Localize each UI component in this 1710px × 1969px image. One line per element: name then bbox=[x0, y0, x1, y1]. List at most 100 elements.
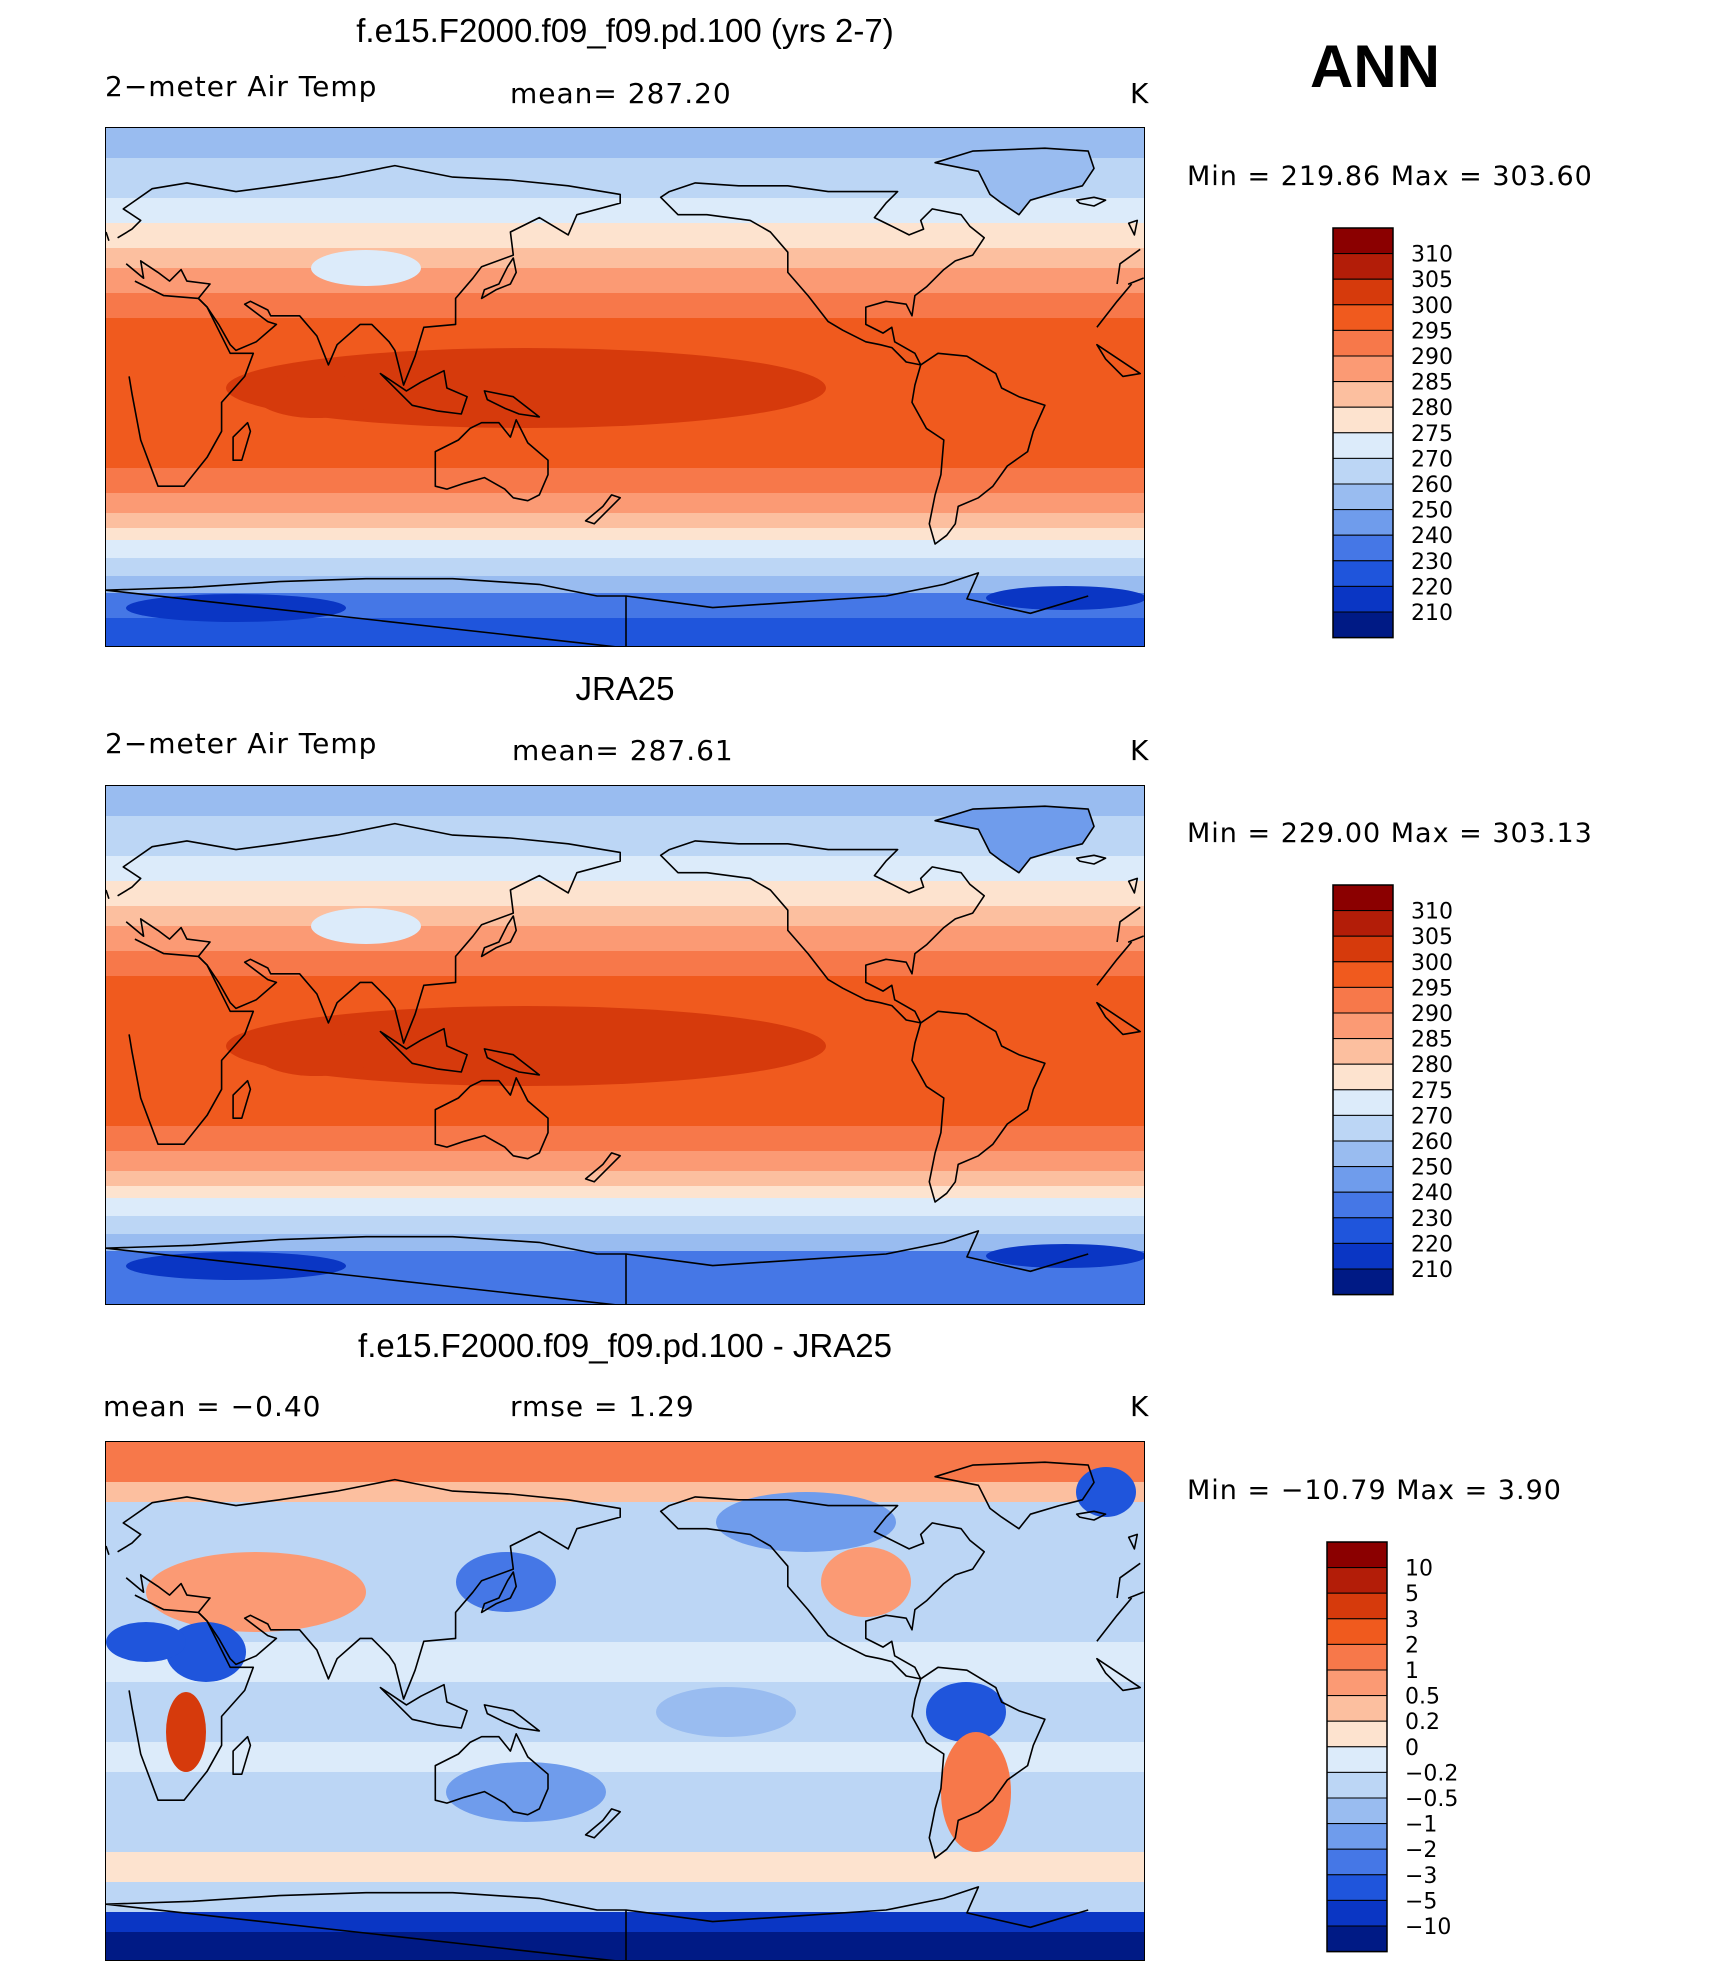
coastline-antarctica bbox=[106, 1230, 1089, 1304]
diff-patch bbox=[926, 1682, 1006, 1742]
colorbar-tick-label: 275 bbox=[1411, 1079, 1453, 1104]
temperature-band bbox=[106, 558, 1144, 576]
colorbar-tick-label: 260 bbox=[1411, 473, 1453, 498]
colorbar-swatch bbox=[1326, 1618, 1388, 1645]
coastline-newguinea bbox=[483, 390, 541, 418]
coastline-greenland bbox=[934, 147, 1095, 216]
coastline-northamerica bbox=[659, 182, 985, 366]
colorbar-swatch bbox=[1332, 1038, 1394, 1065]
colorbar-tick-label: −5 bbox=[1405, 1889, 1437, 1914]
colorbar-swatch bbox=[1332, 1242, 1394, 1270]
colorbar-swatch bbox=[1332, 1012, 1394, 1040]
colorbar-tick-label: 250 bbox=[1411, 1156, 1453, 1181]
coastline-eurasia bbox=[117, 822, 1144, 1044]
panel-2-map bbox=[105, 785, 1145, 1305]
colorbar-swatch bbox=[1332, 1268, 1394, 1296]
temperature-band bbox=[106, 540, 1144, 558]
colorbar-swatch bbox=[1332, 355, 1394, 383]
colorbar-swatch bbox=[1326, 1874, 1388, 1901]
panel-3-rmse-label: rmse = 1.29 bbox=[510, 1390, 695, 1423]
antarctic-field bbox=[986, 586, 1144, 610]
coastline-madagascar bbox=[232, 1735, 252, 1775]
temperature-band bbox=[106, 1151, 1144, 1171]
warm-pool bbox=[226, 1006, 826, 1086]
colorbar-swatch bbox=[1332, 278, 1394, 306]
temperature-band bbox=[106, 906, 1144, 926]
colorbar-tick-label: 310 bbox=[1411, 243, 1453, 268]
coastline-antarctica bbox=[106, 1886, 1089, 1960]
panel-2-title: JRA25 bbox=[575, 670, 675, 707]
colorbar-swatch bbox=[1332, 227, 1394, 255]
colorbar-tick-label: 0 bbox=[1405, 1736, 1419, 1761]
colorbar-swatch bbox=[1332, 585, 1394, 613]
colorbar-swatch bbox=[1332, 884, 1394, 912]
colorbar-tick-label: 240 bbox=[1411, 524, 1453, 549]
colorbar-swatch bbox=[1332, 1166, 1394, 1193]
colorbar-frame bbox=[1326, 1541, 1388, 1953]
panel-2-minmax: Min = 229.00 Max = 303.13 bbox=[1187, 818, 1593, 849]
colorbar-tick-label: 260 bbox=[1411, 1130, 1453, 1155]
colorbar-swatch bbox=[1326, 1925, 1388, 1953]
colorbar-tick-label: 230 bbox=[1411, 550, 1453, 575]
colorbar-tick-label: 290 bbox=[1411, 345, 1453, 370]
diff-patch bbox=[456, 1552, 556, 1612]
colorbar-tick-label: 305 bbox=[1411, 268, 1453, 293]
colorbar-swatch bbox=[1326, 1771, 1388, 1799]
coastline-japan bbox=[480, 915, 517, 958]
panel-3-colorbar: 10 5 3 2 1 0.5 0.2 0 −0.2 −0.5 −1 −2 −3 −5 −10 bbox=[1326, 1541, 1477, 1954]
colorbar-tick-label: 305 bbox=[1411, 925, 1453, 950]
colorbar-tick-label: −3 bbox=[1405, 1864, 1437, 1889]
coastline-greenland bbox=[934, 805, 1095, 874]
diff-band bbox=[106, 1852, 1144, 1882]
colorbar-tick-label: 310 bbox=[1411, 900, 1453, 925]
colorbar-tick-label: −2 bbox=[1405, 1838, 1437, 1863]
panel-1-map-svg bbox=[106, 128, 1144, 646]
colorbar-tick-label: 275 bbox=[1411, 422, 1453, 447]
temperature-band bbox=[106, 1198, 1144, 1216]
panel-1-title: f.e15.F2000.f09_f09.pd.100 (yrs 2-7) bbox=[356, 12, 894, 49]
temperature-band bbox=[106, 951, 1144, 976]
colorbar-tick-label: 300 bbox=[1411, 951, 1453, 976]
coastline-newguinea bbox=[483, 1704, 541, 1732]
warm-pool bbox=[226, 348, 826, 428]
coastline-northamerica bbox=[659, 840, 985, 1024]
colorbar-swatch bbox=[1326, 1899, 1388, 1927]
coastline-iceland bbox=[1075, 196, 1107, 207]
warm-pool bbox=[256, 1032, 376, 1076]
colorbar-swatch bbox=[1332, 253, 1394, 280]
colorbar-tick-label: 10 bbox=[1405, 1557, 1433, 1582]
colorbar-tick-label: 240 bbox=[1411, 1181, 1453, 1206]
coastline-newguinea bbox=[483, 1048, 541, 1076]
colorbar-tick-label: −10 bbox=[1405, 1915, 1451, 1940]
colorbar-swatch bbox=[1332, 935, 1394, 963]
temperature-band bbox=[106, 513, 1144, 528]
antarctic-field bbox=[986, 1244, 1144, 1268]
warm-pool bbox=[256, 374, 376, 418]
colorbar-swatch bbox=[1332, 329, 1394, 357]
coastline-australia bbox=[434, 1077, 549, 1160]
tibet-cold-field bbox=[311, 250, 421, 286]
panel-1-units: K bbox=[1130, 77, 1150, 110]
coastline-japan bbox=[480, 1571, 517, 1614]
colorbar-swatch bbox=[1326, 1541, 1388, 1569]
colorbar-swatch bbox=[1326, 1823, 1388, 1850]
colorbar-tick-label: 270 bbox=[1411, 1104, 1453, 1129]
colorbar-swatch bbox=[1332, 1089, 1394, 1116]
temperature-band bbox=[106, 468, 1144, 493]
panel-1-map bbox=[105, 127, 1145, 647]
diff-patch bbox=[716, 1492, 896, 1552]
temperature-band bbox=[106, 881, 1144, 906]
colorbar-tick-label: 290 bbox=[1411, 1002, 1453, 1027]
diff-patch bbox=[166, 1622, 246, 1682]
panel-3-map bbox=[105, 1441, 1145, 1961]
colorbar-swatch bbox=[1332, 534, 1394, 562]
colorbar-swatch bbox=[1332, 457, 1394, 485]
coastline-antarctica bbox=[106, 572, 1089, 646]
colorbar-tick-label: 0.5 bbox=[1405, 1685, 1440, 1710]
colorbar-swatch bbox=[1332, 611, 1394, 639]
panel-2-units: K bbox=[1130, 734, 1150, 767]
diff-patch bbox=[941, 1732, 1011, 1852]
colorbar-tick-label: 5 bbox=[1405, 1582, 1419, 1607]
panel-1-minmax: Min = 219.86 Max = 303.60 bbox=[1187, 161, 1593, 192]
colorbar-swatch bbox=[1332, 1114, 1394, 1142]
